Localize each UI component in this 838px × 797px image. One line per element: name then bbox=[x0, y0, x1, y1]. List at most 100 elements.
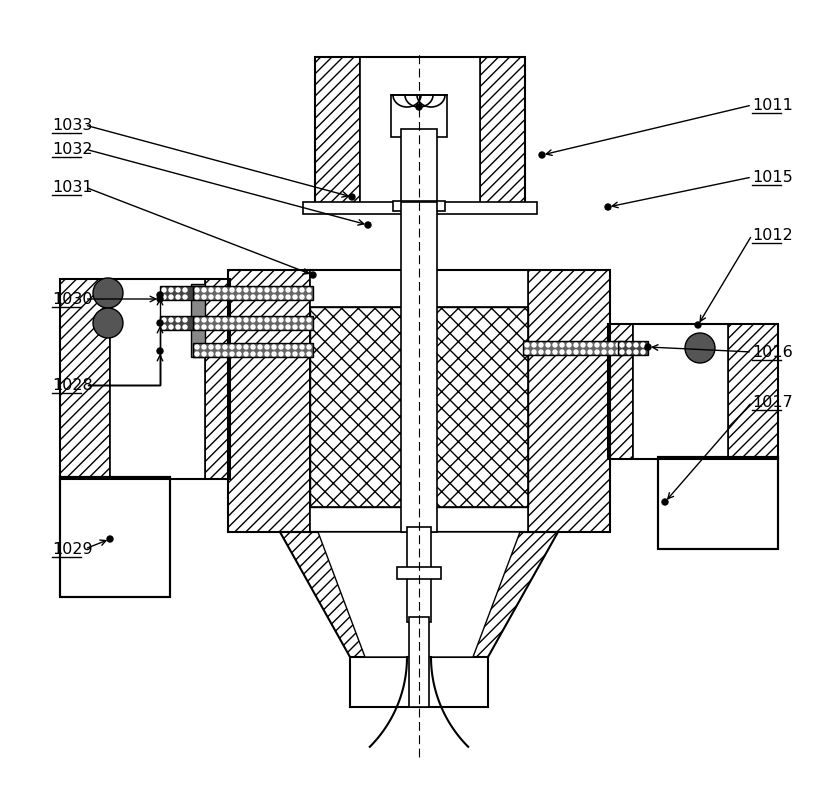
Bar bbox=[401, 202, 437, 532]
Bar bbox=[60, 477, 170, 597]
Circle shape bbox=[588, 343, 592, 347]
Circle shape bbox=[634, 350, 638, 354]
Bar bbox=[310, 307, 528, 507]
Circle shape bbox=[93, 278, 123, 308]
Circle shape bbox=[286, 345, 290, 349]
Bar bbox=[303, 202, 537, 214]
Circle shape bbox=[595, 350, 599, 354]
Circle shape bbox=[560, 350, 564, 354]
Circle shape bbox=[195, 288, 199, 292]
Bar bbox=[60, 477, 170, 597]
Circle shape bbox=[574, 350, 578, 354]
Circle shape bbox=[300, 345, 304, 349]
Circle shape bbox=[230, 352, 234, 356]
Circle shape bbox=[258, 295, 262, 299]
Circle shape bbox=[293, 295, 297, 299]
Circle shape bbox=[605, 204, 611, 210]
Circle shape bbox=[641, 343, 645, 347]
Circle shape bbox=[300, 325, 304, 329]
Circle shape bbox=[695, 322, 701, 328]
Circle shape bbox=[162, 295, 166, 299]
Circle shape bbox=[300, 288, 304, 292]
Circle shape bbox=[349, 194, 355, 200]
Text: 1032: 1032 bbox=[52, 142, 92, 156]
Circle shape bbox=[202, 352, 206, 356]
Circle shape bbox=[195, 352, 199, 356]
Circle shape bbox=[307, 345, 311, 349]
Circle shape bbox=[244, 288, 248, 292]
Circle shape bbox=[237, 352, 241, 356]
Circle shape bbox=[169, 325, 173, 329]
Bar bbox=[618, 341, 648, 355]
Circle shape bbox=[216, 295, 220, 299]
Circle shape bbox=[595, 343, 599, 347]
Circle shape bbox=[195, 345, 199, 349]
Bar bbox=[407, 527, 431, 622]
Circle shape bbox=[272, 345, 276, 349]
Circle shape bbox=[286, 352, 290, 356]
Circle shape bbox=[169, 318, 173, 322]
Circle shape bbox=[567, 343, 571, 347]
Circle shape bbox=[251, 318, 255, 322]
Circle shape bbox=[237, 288, 241, 292]
Circle shape bbox=[216, 318, 220, 322]
Circle shape bbox=[216, 345, 220, 349]
Circle shape bbox=[258, 288, 262, 292]
Circle shape bbox=[195, 295, 199, 299]
Circle shape bbox=[223, 352, 227, 356]
Circle shape bbox=[307, 325, 311, 329]
Circle shape bbox=[616, 343, 620, 347]
Circle shape bbox=[685, 333, 715, 363]
Circle shape bbox=[662, 499, 668, 505]
Bar bbox=[633, 324, 728, 459]
Circle shape bbox=[300, 295, 304, 299]
Circle shape bbox=[539, 152, 545, 158]
Circle shape bbox=[307, 352, 311, 356]
Text: 1016: 1016 bbox=[752, 344, 793, 359]
Circle shape bbox=[293, 325, 297, 329]
Circle shape bbox=[157, 296, 163, 302]
Circle shape bbox=[157, 292, 163, 298]
Circle shape bbox=[307, 295, 311, 299]
Circle shape bbox=[251, 352, 255, 356]
Circle shape bbox=[645, 344, 651, 350]
Circle shape bbox=[251, 325, 255, 329]
Circle shape bbox=[546, 343, 550, 347]
Circle shape bbox=[310, 272, 316, 278]
Circle shape bbox=[265, 352, 269, 356]
Circle shape bbox=[251, 288, 255, 292]
Circle shape bbox=[641, 350, 645, 354]
Circle shape bbox=[169, 288, 173, 292]
Circle shape bbox=[300, 352, 304, 356]
Circle shape bbox=[560, 343, 564, 347]
Circle shape bbox=[293, 345, 297, 349]
Circle shape bbox=[293, 352, 297, 356]
Circle shape bbox=[265, 288, 269, 292]
Circle shape bbox=[251, 345, 255, 349]
Circle shape bbox=[230, 318, 234, 322]
Circle shape bbox=[272, 318, 276, 322]
Circle shape bbox=[553, 350, 557, 354]
Text: 1031: 1031 bbox=[52, 179, 93, 194]
Circle shape bbox=[265, 345, 269, 349]
Circle shape bbox=[244, 345, 248, 349]
Bar bbox=[528, 270, 610, 532]
Bar bbox=[193, 316, 313, 330]
Circle shape bbox=[532, 343, 536, 347]
Circle shape bbox=[272, 288, 276, 292]
Bar bbox=[60, 279, 230, 479]
Bar bbox=[60, 477, 105, 597]
Circle shape bbox=[416, 104, 422, 110]
Bar bbox=[193, 343, 313, 357]
Text: 1015: 1015 bbox=[752, 170, 793, 184]
Circle shape bbox=[279, 345, 283, 349]
Circle shape bbox=[286, 288, 290, 292]
Circle shape bbox=[176, 295, 180, 299]
Circle shape bbox=[609, 343, 613, 347]
Circle shape bbox=[209, 288, 213, 292]
Circle shape bbox=[553, 343, 557, 347]
Bar bbox=[710, 457, 778, 549]
Circle shape bbox=[307, 318, 311, 322]
Circle shape bbox=[216, 325, 220, 329]
Circle shape bbox=[279, 295, 283, 299]
